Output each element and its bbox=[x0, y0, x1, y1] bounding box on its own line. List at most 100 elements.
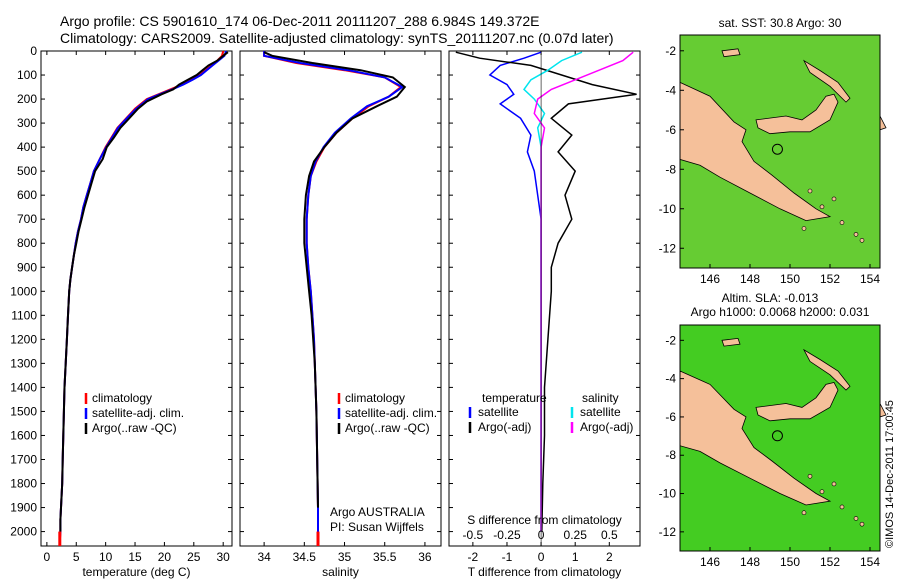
map-y-tick-label: -2 bbox=[665, 44, 676, 58]
map-x-tick-label: 146 bbox=[700, 555, 720, 569]
argo-position-marker bbox=[771, 430, 783, 442]
y-tick-label: 300 bbox=[17, 116, 37, 130]
credit-text: ©IMOS 14-Dec-2011 17:00:45 bbox=[884, 400, 896, 548]
land-mass bbox=[755, 382, 839, 422]
legend-label: climatology bbox=[345, 391, 405, 405]
x-tick-label: 25 bbox=[187, 550, 201, 564]
x-tick-label: 2 bbox=[606, 550, 613, 564]
plot-frame bbox=[448, 50, 641, 547]
x-axis-label: salinity bbox=[322, 565, 359, 579]
map-y-tick-label: -8 bbox=[665, 162, 676, 176]
y-tick-label: 500 bbox=[17, 164, 37, 178]
map-x-tick-label: 148 bbox=[740, 272, 760, 286]
island bbox=[807, 188, 813, 194]
y-tick-label: 1500 bbox=[10, 404, 37, 418]
plot-frame bbox=[239, 50, 442, 547]
x-tick-label: 35 bbox=[338, 550, 352, 564]
map-y-tick-label: -10 bbox=[659, 487, 677, 501]
map-y-tick-label: -8 bbox=[665, 448, 676, 462]
y-tick-label: 900 bbox=[17, 260, 37, 274]
legend-label: satellite-adj. clim. bbox=[345, 406, 437, 420]
map-panel-2: 146 148 150 152 154 -2 -4 -6 -8 -10 -12 Altim. SLA:… bbox=[659, 291, 887, 569]
x-tick-label: 34.5 bbox=[293, 550, 317, 564]
x-tick-label: 0 bbox=[44, 550, 51, 564]
map-y-tick-label: -10 bbox=[659, 202, 677, 216]
land-mass bbox=[721, 48, 741, 58]
x-axis-label: temperature (deg C) bbox=[82, 565, 190, 579]
profile-panel-3: -2 -1 0 1 2T difference from climatology S di… bbox=[448, 50, 641, 579]
island bbox=[801, 510, 807, 515]
legend-label: Argo(-adj) bbox=[478, 420, 531, 434]
land-mass bbox=[803, 59, 851, 103]
map-y-tick-label: -2 bbox=[665, 333, 676, 347]
y-tick-label: 2000 bbox=[10, 525, 37, 539]
x-tick-label: 0 bbox=[538, 550, 545, 564]
profile-panel-1: 0100200300400500600700800900100011001200… bbox=[10, 44, 233, 579]
land-mass bbox=[879, 115, 887, 131]
x-tick-label: 35.5 bbox=[373, 550, 397, 564]
top-tick-label: -0.5 bbox=[463, 528, 484, 542]
figure-title-line-1: Argo profile: CS 5901610_174 06-Dec-2011… bbox=[60, 13, 540, 29]
map-x-tick-label: 150 bbox=[780, 272, 800, 286]
island bbox=[839, 220, 845, 225]
legend-label: satellite-adj. clim. bbox=[92, 406, 184, 420]
y-tick-label: 1100 bbox=[11, 308, 37, 322]
legend-label: satellite bbox=[580, 405, 621, 419]
island bbox=[859, 521, 865, 527]
legend-title-temperature: temperature bbox=[482, 391, 547, 405]
y-tick-label: 100 bbox=[17, 68, 37, 82]
island bbox=[839, 504, 845, 510]
x-tick-label: -2 bbox=[468, 550, 479, 564]
x-tick-label: 36 bbox=[418, 550, 432, 564]
legend-label: satellite bbox=[478, 405, 519, 419]
x-tick-label: 20 bbox=[158, 550, 172, 564]
y-tick-label: 800 bbox=[17, 236, 37, 250]
island bbox=[853, 232, 859, 237]
map-2-title-line-2: Argo h1000: 0.0068 h2000: 0.031 bbox=[691, 305, 870, 319]
annotation-text: PI: Susan Wijffels bbox=[330, 520, 424, 534]
y-tick-label: 1700 bbox=[10, 452, 37, 466]
y-tick-label: 1000 bbox=[10, 284, 37, 298]
y-tick-label: 700 bbox=[17, 212, 37, 226]
figure-title-line-2: Climatology: CARS2009. Satellite-adjuste… bbox=[60, 30, 614, 46]
map-x-tick-label: 154 bbox=[860, 555, 880, 569]
land-mass bbox=[802, 348, 851, 391]
x-tick-label: 15 bbox=[128, 550, 142, 564]
map-y-tick-label: -12 bbox=[659, 241, 677, 255]
land-mass bbox=[679, 370, 832, 506]
x-tick-label: 5 bbox=[73, 550, 80, 564]
y-tick-label: 0 bbox=[30, 44, 37, 58]
island bbox=[819, 489, 825, 494]
map-x-tick-label: 148 bbox=[740, 555, 760, 569]
top-tick-label: -0.25 bbox=[493, 528, 521, 542]
plot-frame bbox=[40, 50, 233, 547]
island bbox=[831, 196, 837, 202]
map-x-tick-label: 150 bbox=[780, 555, 800, 569]
island bbox=[819, 204, 825, 210]
series-line-argo-raw-qc- bbox=[263, 51, 407, 508]
legend-title-salinity: salinity bbox=[582, 391, 619, 405]
series-line-argo-adj- bbox=[455, 51, 637, 532]
map-y-tick-label: -12 bbox=[659, 525, 677, 539]
legend-label: climatology bbox=[92, 391, 152, 405]
map-y-tick-label: -4 bbox=[665, 372, 676, 386]
land-mass bbox=[679, 81, 832, 222]
map-frame bbox=[679, 324, 881, 552]
map-x-tick-label: 146 bbox=[700, 272, 720, 286]
map-panel-1: 146 148 150 152 154 -2 -4 -6 -8 -10 -12 sat. SST: 3… bbox=[659, 16, 887, 286]
profile-panel-2: 34 34.5 35 35.5 36 salinity climatologysatelli… bbox=[239, 50, 442, 579]
x-tick-label: 34 bbox=[257, 550, 271, 564]
map-y-tick-label: -6 bbox=[665, 410, 676, 424]
top-tick-label: 0 bbox=[538, 528, 545, 542]
y-tick-label: 200 bbox=[17, 92, 37, 106]
x-tick-label: -1 bbox=[502, 550, 513, 564]
y-tick-label: 1600 bbox=[10, 428, 37, 442]
x-tick-label: 30 bbox=[217, 550, 231, 564]
top-axis-label: S difference from climatology bbox=[467, 513, 622, 527]
y-tick-label: 1300 bbox=[10, 356, 37, 370]
map-x-tick-label: 154 bbox=[860, 272, 880, 286]
legend-label: Argo(..raw -QC) bbox=[92, 421, 177, 435]
island bbox=[859, 238, 865, 243]
series-line-argo-raw-qc- bbox=[59, 51, 229, 532]
y-tick-label: 1900 bbox=[10, 501, 37, 515]
